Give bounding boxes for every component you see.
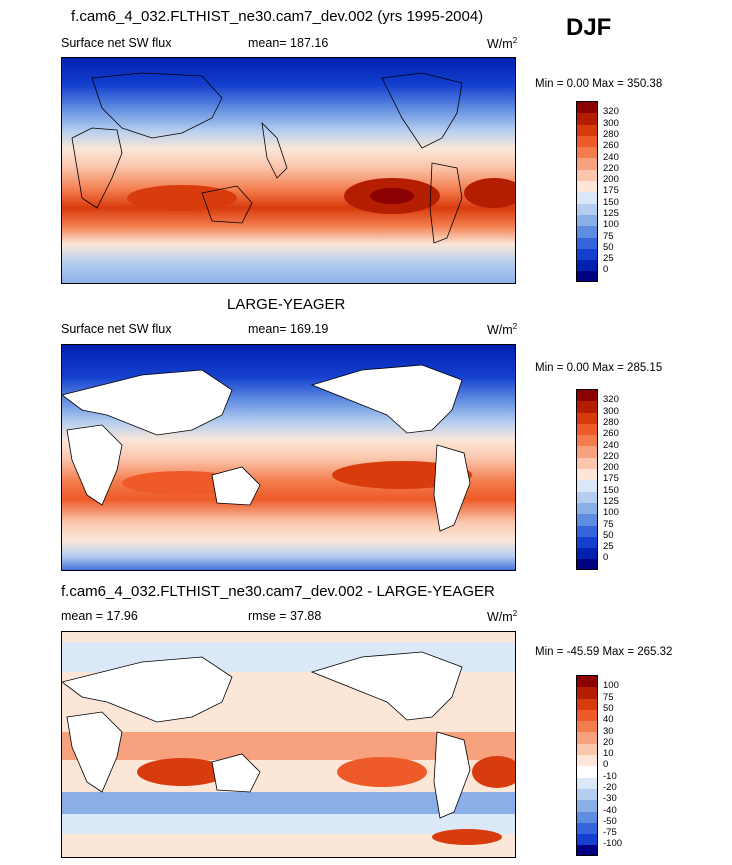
colorbar-tick-label: 280 [603, 129, 619, 140]
panel1-field [62, 58, 515, 283]
panel1-units: W/m2 [487, 36, 518, 52]
colorbar-tick-label: 175 [603, 185, 619, 196]
colorbar-tick-label: 150 [603, 197, 619, 208]
colorbar-tick-label: 100 [603, 219, 619, 230]
colorbar-tick-label: 200 [603, 462, 619, 473]
colorbar-tick-label: 25 [603, 541, 614, 552]
colorbar-tick-label: -75 [603, 827, 617, 838]
colorbar-tick-label: 220 [603, 451, 619, 462]
panel3-max-south-pacific [337, 757, 427, 787]
season-label: DJF [566, 14, 612, 41]
colorbar-tick-label: -30 [603, 793, 617, 804]
panel1-mean: mean= 187.16 [248, 36, 329, 50]
colorbar-tick-label: 50 [603, 530, 614, 541]
colorbar-tick-label: 25 [603, 253, 614, 264]
panel2-map [61, 344, 516, 571]
colorbar-tick-label: 50 [603, 242, 614, 253]
panel3-max-south-atlantic [472, 756, 515, 788]
panel3-colorbar [576, 675, 598, 856]
colorbar-tick-label: 260 [603, 428, 619, 439]
colorbar-tick-label: 240 [603, 440, 619, 451]
panel1-variable: Surface net SW flux [61, 36, 172, 50]
panel1-title: f.cam6_4_032.FLTHIST_ne30.cam7_dev.002 (… [71, 8, 484, 25]
colorbar-tick-label: 40 [603, 714, 614, 725]
panel2-units: W/m2 [487, 322, 518, 338]
colorbar-tick-label: 175 [603, 473, 619, 484]
panel1-coastlines [71, 72, 463, 244]
colorbar-tick-label: 260 [603, 140, 619, 151]
colorbar-tick-label: 75 [603, 692, 614, 703]
colorbar-tick-label: -20 [603, 782, 617, 793]
panel3-rmse: rmse = 37.88 [248, 609, 322, 623]
panel3-title: f.cam6_4_032.FLTHIST_ne30.cam7_dev.002 -… [61, 583, 495, 600]
colorbar-tick-label: 100 [603, 507, 619, 518]
colorbar-tick-label: 150 [603, 485, 619, 496]
colorbar-tick-label: 300 [603, 118, 619, 129]
panel3-band-southern-edge [62, 814, 515, 834]
colorbar-tick-label: -50 [603, 816, 617, 827]
panel3-max-indian-ocean [137, 758, 227, 786]
panel3-max-antarctic-coast [432, 829, 502, 845]
colorbar-tick-label: 0 [603, 552, 609, 563]
colorbar-tick-label: 100 [603, 680, 619, 691]
panel2-land [62, 364, 471, 532]
panel3-band-southern-ocean [62, 792, 515, 814]
colorbar-tick-label: 0 [603, 264, 609, 275]
colorbar-tick-label: 280 [603, 417, 619, 428]
colorbar-tick-label: 75 [603, 519, 614, 530]
colorbar-tick-label: 75 [603, 231, 614, 242]
panel2-colorbar [576, 389, 598, 570]
colorbar-tick-label: -10 [603, 771, 617, 782]
panel1-minmax: Min = 0.00 Max = 350.38 [535, 78, 663, 90]
colorbar-tick-label: 125 [603, 496, 619, 507]
colorbar-tick-label: 10 [603, 748, 614, 759]
panel1-max-south-pacific-core [370, 188, 414, 204]
panel1-max-south-atlantic [464, 178, 515, 208]
colorbar-tick-label: -100 [603, 838, 623, 849]
panel2-minmax: Min = 0.00 Max = 285.15 [535, 362, 663, 374]
colorbar-tick-label: 0 [603, 759, 609, 770]
colorbar-tick-label: 320 [603, 394, 619, 405]
panel1-colorbar [576, 101, 598, 282]
panel3-land [62, 651, 471, 819]
colorbar-tick-label: 200 [603, 174, 619, 185]
panel3-map [61, 631, 516, 858]
colorbar-tick-label: 300 [603, 406, 619, 417]
colorbar-tick-label: -40 [603, 805, 617, 816]
panel2-title: LARGE-YEAGER [227, 296, 346, 313]
colorbar-tick-label: 320 [603, 106, 619, 117]
colorbar-tick-label: 240 [603, 152, 619, 163]
panel2-variable: Surface net SW flux [61, 322, 172, 336]
colorbar-tick-label: 20 [603, 737, 614, 748]
panel3-minmax: Min = -45.59 Max = 265.32 [535, 646, 673, 658]
panel2-mean: mean= 169.19 [248, 322, 329, 336]
panel1-map [61, 57, 516, 284]
panel3-mean: mean = 17.96 [61, 609, 138, 623]
colorbar-tick-label: 125 [603, 208, 619, 219]
colorbar-tick-label: 50 [603, 703, 614, 714]
colorbar-tick-label: 220 [603, 163, 619, 174]
colorbar-tick-label: 30 [603, 726, 614, 737]
panel3-units: W/m2 [487, 609, 518, 625]
